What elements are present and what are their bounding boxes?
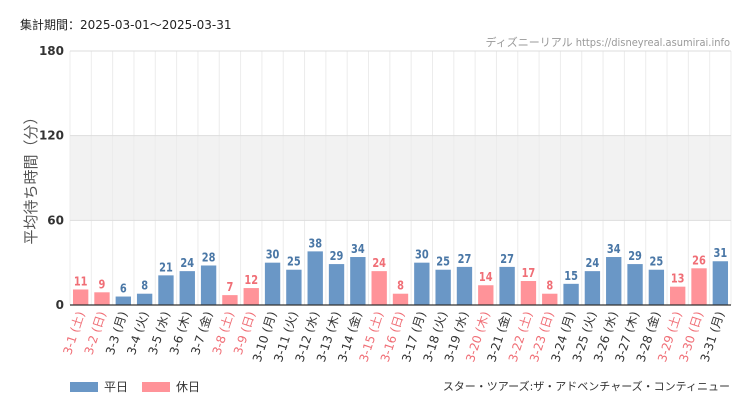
bar — [435, 269, 451, 305]
bar-value-label: 8 — [397, 279, 404, 293]
bar — [627, 264, 643, 305]
bar-value-label: 8 — [141, 279, 148, 293]
bar-value-label: 34 — [607, 242, 621, 256]
bar-value-label: 28 — [202, 251, 216, 265]
legend-item-holiday: 休日 — [142, 378, 200, 395]
bar-value-label: 38 — [308, 236, 322, 250]
bar-value-label: 24 — [586, 256, 600, 270]
bar — [286, 269, 302, 305]
period-label: 集計期間：2025-03-01～2025-03-31 — [20, 18, 232, 32]
bar-value-label: 8 — [546, 279, 553, 293]
bar-value-label: 24 — [180, 256, 194, 270]
bar — [94, 292, 110, 305]
bar — [307, 251, 323, 305]
bar-value-label: 25 — [650, 255, 664, 269]
legend-swatch-holiday — [142, 381, 171, 392]
bar — [392, 293, 409, 305]
bar-value-label: 11 — [74, 275, 88, 289]
bar — [499, 266, 515, 305]
bar-value-label: 13 — [671, 272, 685, 286]
bar — [712, 261, 729, 305]
bar-value-label: 25 — [287, 255, 301, 269]
bar — [691, 268, 707, 305]
y-tick-label: 60 — [47, 213, 64, 227]
bar — [520, 281, 537, 305]
bar — [371, 271, 387, 305]
bar — [115, 296, 131, 305]
bar-value-label: 31 — [713, 246, 727, 260]
bar — [648, 269, 665, 305]
bar-value-label: 14 — [479, 270, 493, 284]
bar — [264, 262, 281, 305]
bar-value-label: 34 — [351, 242, 365, 256]
credit-text: ディズニーリアル https://disneyreal.asumirai.inf… — [485, 36, 730, 49]
bar — [584, 271, 601, 305]
bar — [222, 295, 238, 305]
legend-label-holiday: 休日 — [176, 380, 201, 394]
bar-value-label: 12 — [244, 273, 258, 287]
bar-value-label: 30 — [266, 248, 280, 262]
bar-value-label: 27 — [500, 252, 514, 266]
bar-value-label: 25 — [436, 255, 450, 269]
bar-value-label: 29 — [330, 249, 344, 263]
bar-value-label: 27 — [458, 252, 472, 266]
bar — [606, 257, 622, 305]
bar-value-label: 6 — [120, 282, 127, 296]
legend-swatch-weekday — [70, 381, 98, 392]
y-tick-label: 120 — [39, 129, 64, 143]
bar-value-label: 30 — [415, 248, 429, 262]
bar-value-label: 15 — [564, 269, 578, 283]
bar-value-label: 24 — [372, 256, 386, 270]
bar — [200, 265, 217, 305]
bar-value-label: 17 — [522, 266, 536, 280]
grid-band — [70, 135, 731, 221]
y-axis-label: 平均待ち時間（分） — [22, 109, 40, 244]
bar-value-label: 21 — [159, 260, 173, 274]
bar — [243, 288, 259, 305]
legend-item-weekday: 平日 — [70, 378, 128, 395]
bar — [542, 293, 558, 305]
y-tick-label: 180 — [39, 44, 64, 58]
bar — [72, 289, 89, 305]
bar-value-label: 7 — [226, 280, 233, 294]
bar-value-label: 9 — [99, 277, 106, 291]
bar — [158, 275, 174, 305]
bar — [456, 266, 473, 305]
bar — [478, 285, 494, 305]
bar-value-label: 26 — [692, 253, 706, 267]
bar — [179, 271, 195, 305]
bar — [563, 283, 579, 305]
legend: 平日 休日 — [70, 378, 200, 395]
bar — [350, 257, 366, 305]
bar — [328, 264, 345, 305]
y-tick-label: 0 — [56, 298, 64, 312]
bar — [136, 293, 153, 305]
legend-label-weekday: 平日 — [104, 380, 129, 394]
bar — [670, 286, 686, 305]
attraction-name: スター・ツアーズ:ザ・アドベンチャーズ・コンティニュー — [442, 380, 730, 393]
bar-value-label: 29 — [628, 249, 642, 263]
bar — [414, 262, 430, 305]
